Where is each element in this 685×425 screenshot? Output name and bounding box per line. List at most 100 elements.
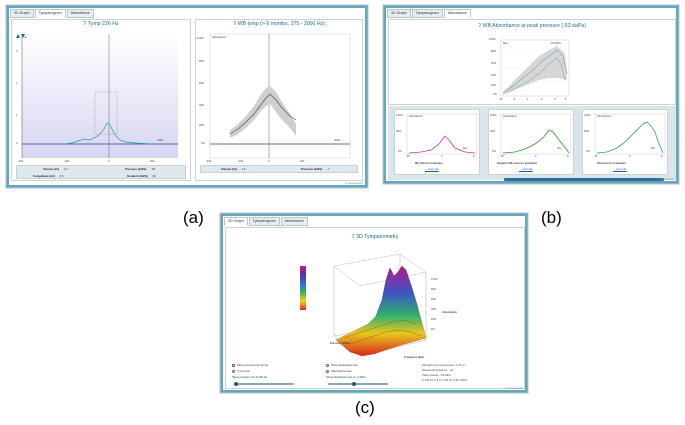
wb-x-tick: -200 xyxy=(238,160,244,163)
horizontal-scrollbar[interactable] xyxy=(504,178,664,181)
stat-gradient: Gradient (daPa) 90 xyxy=(127,174,156,178)
tab-absorbance[interactable]: Absorbance xyxy=(280,217,308,226)
tymp-y-tick: 0 xyxy=(16,142,18,145)
example-y-tick: 0% xyxy=(398,150,402,153)
absorbance-slider[interactable] xyxy=(328,382,388,386)
example-y-tick: 100% xyxy=(584,114,591,117)
example-y-tick: 60% xyxy=(584,130,590,133)
tab-3d-graph[interactable]: 3D Graph xyxy=(224,217,248,226)
info-ear-canal-volume: Equivalent ear canal volume: 1.20 ml xyxy=(422,364,465,367)
tymp-view-radio[interactable]: Tymp view xyxy=(232,370,250,373)
example-y-label: Absorbance xyxy=(503,115,517,118)
absorbance-line-label: Show absorbance line at -7 daPa xyxy=(326,376,366,379)
stat-compliance: Compliance (ml) 0.5 xyxy=(33,174,64,178)
window-b-frame xyxy=(384,6,678,183)
abs-x-tick: 8 xyxy=(565,98,567,101)
tab-3d-graph[interactable]: 3D Graph xyxy=(10,9,34,18)
example-chart xyxy=(500,113,572,155)
wb-norm-band xyxy=(230,86,296,138)
window-a-frame xyxy=(7,6,367,187)
example-y-tick: 100% xyxy=(490,114,497,117)
absorbance-max-curve xyxy=(502,49,568,94)
more-info-link[interactable]: ... more info xyxy=(613,168,627,171)
abs-legend-max: Max xyxy=(503,42,508,45)
tymp-plot-area xyxy=(22,34,178,158)
tab-tympanogram[interactable]: Tympanogram xyxy=(34,9,66,18)
pressure-slider[interactable] xyxy=(234,382,294,386)
example-curve xyxy=(408,135,476,154)
wb-x-tick: 200 xyxy=(300,160,305,163)
radio-icon xyxy=(232,370,235,373)
show-absorbance-line-radio[interactable]: Show absorbance line xyxy=(326,364,357,367)
z-tick: 0% xyxy=(431,328,435,331)
scroll-up-icon[interactable] xyxy=(16,34,20,38)
absorbance-view-radio[interactable]: Absorbance view xyxy=(326,370,351,373)
tab-tympanogram[interactable]: Tympanogram xyxy=(411,9,443,18)
tympanometry-3d-chart xyxy=(300,253,427,357)
stat-volume: Volume (ml) 1.2 xyxy=(43,167,68,171)
z-tick: 40% xyxy=(431,308,437,311)
example-x-tick: 2 xyxy=(535,155,537,158)
more-info-link[interactable]: ... more info xyxy=(519,168,533,171)
slider-knob[interactable] xyxy=(352,382,356,386)
tymp-chart xyxy=(16,34,178,158)
abs-x-tick: 2 xyxy=(541,98,543,101)
wb-tymp-curve xyxy=(229,93,297,135)
tab-tympanogram[interactable]: Tympanogram xyxy=(248,217,280,226)
example-x-tick: .25 xyxy=(594,155,598,158)
example-x-tick: 8 xyxy=(567,155,569,158)
more-info-link[interactable]: ... more info xyxy=(425,168,439,171)
stat-volume: Volume (ml) 1.2 xyxy=(221,167,246,171)
ear-icon: ʔ xyxy=(478,23,481,29)
tymp-x-tick: -200 xyxy=(64,160,70,163)
tympanometry-3d-title: ʔ 3D Tympanometry xyxy=(351,234,399,240)
abs-y-tick: 40% xyxy=(491,74,497,77)
abs-x-tick: 4 xyxy=(554,98,556,101)
abs-y-tick: 60% xyxy=(491,62,497,65)
example-unit: kHz xyxy=(651,147,656,150)
abs-y-tick: 80% xyxy=(491,50,497,53)
tymp-panel-title: ʔ Tymp 226 Hz xyxy=(83,21,119,27)
abs-legend-range: 0%-90% xyxy=(551,42,561,45)
window-c-tabs: 3D Graph Tympanogram Absorbance xyxy=(224,217,308,226)
tymp-stats-bar: Volume (ml) 1.2 Pressure (daPa) -53 Comp… xyxy=(16,165,186,179)
abs-y-tick: 0% xyxy=(493,93,497,96)
tymp-panel: ʔ Tymp 226 Hz ml 3 2 1 0 daPa -400 -200 0 xyxy=(11,19,191,181)
wb-absorbance-panel: ʔ WB Absorbance at peak pressure (-53 daP… xyxy=(388,19,676,105)
abs-y-tick: 20% xyxy=(491,84,497,87)
tymp-x-unit: daPa xyxy=(157,139,164,142)
z-tick: 80% xyxy=(431,288,437,291)
ear-icon: ʔ xyxy=(233,21,236,27)
tab-3d-graph[interactable]: 3D Graph xyxy=(387,9,411,18)
tab-absorbance[interactable]: Absorbance xyxy=(66,9,94,18)
wb-y-label: Absorbance xyxy=(212,36,226,39)
wb-y-tick: 40% xyxy=(199,104,205,107)
axis-pressure-label: Pressure (daPa) xyxy=(330,342,350,345)
slider-knob[interactable] xyxy=(234,382,238,386)
wb-x-unit: daPa xyxy=(334,139,341,142)
example-x-tick: 8 xyxy=(473,155,475,158)
axis-absorbance-label: Absorbance xyxy=(442,311,457,314)
window-b: 3D Graph Tympanogram Absorbance ʔ WB Abso… xyxy=(383,5,679,184)
absorbance-curve xyxy=(502,57,566,95)
footer-mark: © Interacoustics xyxy=(505,387,523,390)
show-pressure-line-checkbox[interactable]: Show pressure line (tymp) xyxy=(232,364,268,367)
example-y-tick: 0% xyxy=(492,150,496,153)
wb-tymp-panel: ʔ WB tymp (> 6 months, 375 - 2000 Hz) Abs… xyxy=(195,19,363,181)
example-x-tick: 8 xyxy=(661,155,663,158)
tymp-y-tick: 2 xyxy=(16,82,18,85)
abs-x-tick: .5 xyxy=(513,98,516,101)
z-tick: 20% xyxy=(431,318,437,321)
example-chart xyxy=(594,113,666,155)
wb-x-tick: -400 xyxy=(206,160,212,163)
tymp-gradient-box xyxy=(94,91,118,135)
scroll-down-icon[interactable] xyxy=(21,34,25,38)
example-chart xyxy=(406,113,478,155)
tab-absorbance[interactable]: Absorbance xyxy=(443,9,471,18)
tymp-y-unit: ml xyxy=(24,36,27,39)
example-x-tick: 2 xyxy=(441,155,443,158)
wb-x-tick: 0 xyxy=(268,160,270,163)
stat-pressure: Pressure (daPa) -53 xyxy=(125,167,156,171)
example-curve xyxy=(502,129,570,154)
example-x-tick: .25 xyxy=(406,155,410,158)
